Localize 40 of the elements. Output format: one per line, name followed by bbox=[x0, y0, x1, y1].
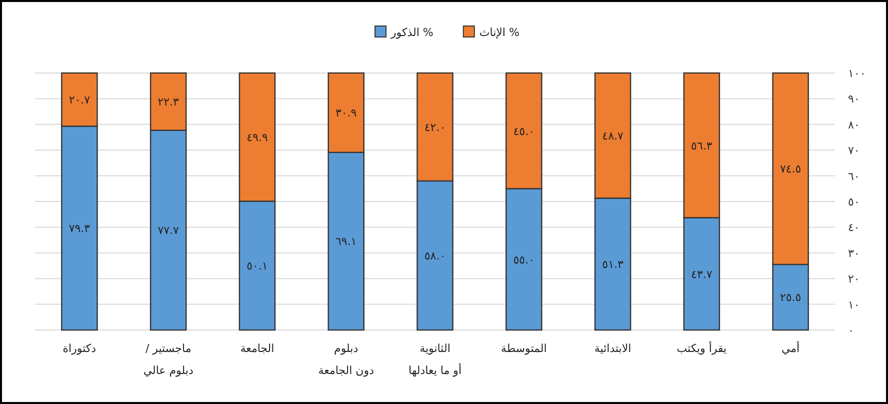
y-tick-label: ٣٠ bbox=[848, 246, 860, 260]
x-tick-label: دبلوم دون الجامعة bbox=[318, 342, 374, 377]
data-label: ٧٧.٧ bbox=[158, 224, 180, 238]
data-label: ٤٢.٠ bbox=[424, 120, 446, 134]
y-tick-label: ١٠ bbox=[848, 298, 860, 312]
legend-label: % الإناث bbox=[479, 26, 520, 39]
data-label: ٤٨.٧ bbox=[602, 130, 624, 143]
data-label: ٤٥.٠ bbox=[513, 124, 535, 138]
data-label: ٦٩.١ bbox=[335, 235, 357, 248]
data-label: ٧٩.٣ bbox=[68, 222, 90, 236]
data-label: ٥٨.٠ bbox=[424, 249, 446, 262]
x-tick-label: ماجستير / دبلوم عالي bbox=[143, 342, 194, 377]
x-tick-label: الابتدائية bbox=[594, 342, 632, 355]
data-label: ٤٣.٧ bbox=[691, 268, 712, 281]
data-label: ٥٥.٠ bbox=[513, 253, 535, 266]
y-tick-label: ٩٠ bbox=[848, 92, 860, 106]
data-label: ٥١.٣ bbox=[602, 258, 624, 272]
y-tick-label: ١٠٠ bbox=[848, 67, 866, 80]
x-tick-label: الجامعة bbox=[240, 342, 274, 355]
x-tick-label: الثانوية أو ما يعادلها bbox=[408, 342, 462, 377]
x-tick-label: يقرأ ويكتب bbox=[676, 341, 727, 355]
data-label: ٤٩.٩ bbox=[246, 131, 268, 144]
y-tick-label: ٧٠ bbox=[848, 144, 860, 158]
data-label: ٧٤.٥ bbox=[780, 162, 802, 176]
data-label: ٢٥.٥ bbox=[780, 291, 802, 304]
y-tick-label: ٥٠ bbox=[848, 196, 860, 208]
x-tick-label: دكتوراة bbox=[62, 342, 96, 355]
x-tick-label: أمي bbox=[781, 341, 800, 355]
data-label: ٥٦.٣ bbox=[691, 139, 712, 152]
y-tick-label: ٠ bbox=[848, 324, 854, 337]
data-label: ٣٠.٩ bbox=[335, 106, 357, 120]
data-label: ٥٠.١ bbox=[246, 260, 268, 273]
y-tick-label: ٢٠ bbox=[848, 272, 860, 286]
y-tick-label: ٨٠ bbox=[848, 118, 860, 132]
data-label: ٢٠.٧ bbox=[68, 94, 90, 107]
x-tick-label: المتوسطة bbox=[500, 342, 547, 355]
data-label: ٢٢.٣ bbox=[158, 96, 180, 109]
legend-label: % الذكور bbox=[390, 26, 434, 39]
y-tick-label: ٤٠ bbox=[848, 221, 860, 234]
y-tick-label: ٦٠ bbox=[848, 170, 860, 183]
